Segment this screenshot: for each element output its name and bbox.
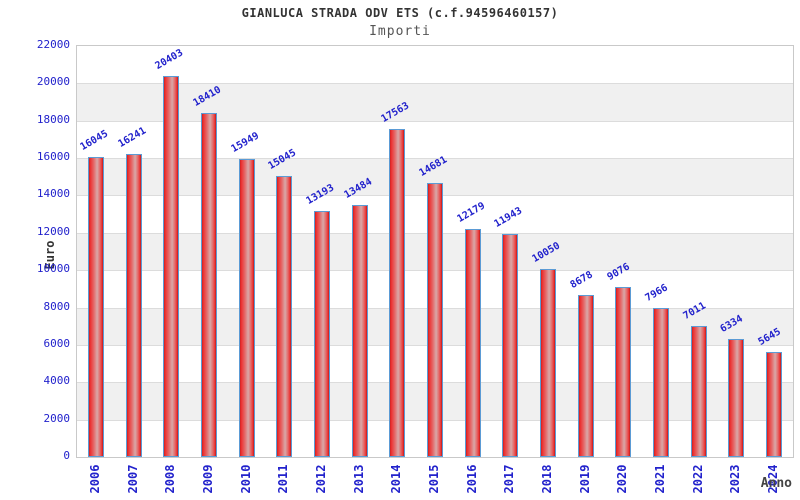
- bar-value-label: 16045: [78, 128, 110, 154]
- x-tick-label: 2007: [125, 464, 140, 494]
- chart-title: GIANLUCA STRADA ODV ETS (c.f.94596460157…: [241, 6, 559, 20]
- gridline: [77, 120, 793, 122]
- bar: [653, 308, 670, 457]
- x-tick-label: 2009: [200, 464, 215, 494]
- y-tick-label: 20000: [36, 75, 70, 89]
- chart-subtitle: Importi: [369, 24, 431, 39]
- y-tick-label: 0: [63, 449, 70, 462]
- bar-value-label: 16241: [116, 125, 148, 150]
- bar: [577, 294, 594, 457]
- bar: [766, 351, 783, 457]
- y-tick-label: 14000: [36, 187, 70, 201]
- x-tick-label: 2015: [427, 464, 441, 494]
- bar: [200, 113, 217, 457]
- grid-band: [77, 83, 793, 121]
- x-axis-title: Anno: [760, 476, 792, 491]
- x-tick-label: 2012: [313, 464, 328, 494]
- bar: [615, 287, 632, 457]
- bar-value-label: 15949: [229, 130, 261, 156]
- x-tick-label: 2013: [351, 464, 366, 494]
- bar: [464, 229, 481, 457]
- y-tick-label: 18000: [36, 112, 70, 126]
- y-tick-label: 22000: [36, 38, 70, 51]
- plot-area: 16045 16241 20403 18410 15949 15045 13193 13484…: [76, 45, 794, 458]
- y-tick-label: 4000: [43, 374, 71, 388]
- bar: [389, 128, 406, 457]
- x-tick-label: 2010: [238, 464, 253, 494]
- bar: [163, 75, 180, 457]
- y-tick-label: 8000: [43, 299, 71, 313]
- x-tick-label: 2011: [276, 464, 291, 494]
- bar-value-label: 8678: [568, 269, 595, 291]
- bar: [690, 326, 707, 457]
- bar-value-label: 7966: [643, 282, 670, 305]
- gridline: [77, 83, 793, 85]
- x-tick-label: 2016: [464, 464, 479, 494]
- x-tick-label: 2018: [540, 464, 555, 494]
- x-tick-label: 2019: [577, 464, 592, 494]
- bar: [427, 182, 443, 457]
- x-tick-label: 2022: [690, 464, 705, 494]
- bar: [502, 233, 519, 457]
- bar: [238, 159, 255, 457]
- x-tick-label: 2021: [653, 464, 668, 494]
- x-tick-label: 2008: [163, 464, 178, 494]
- gridline: [77, 158, 793, 160]
- x-tick-label: 2020: [615, 464, 630, 494]
- bar: [276, 175, 293, 457]
- bar-value-label: 11943: [492, 205, 525, 230]
- x-tick-label: 2014: [389, 464, 404, 494]
- y-tick-label: 2000: [43, 411, 71, 425]
- y-tick-label: 12000: [36, 224, 70, 238]
- bar-value-label: 20403: [153, 47, 186, 72]
- bar: [351, 205, 368, 457]
- y-tick-label: 10000: [36, 262, 70, 276]
- x-tick-label: 2006: [87, 464, 102, 494]
- bar-value-label: 12179: [455, 200, 487, 226]
- y-tick-label: 16000: [36, 150, 70, 164]
- bar: [540, 269, 557, 457]
- bar: [728, 338, 745, 457]
- y-tick-label: 6000: [43, 336, 71, 350]
- x-tick-label: 2023: [728, 464, 743, 494]
- bar: [87, 157, 104, 457]
- bar: [313, 210, 330, 457]
- x-tick-label: 2017: [502, 464, 517, 494]
- bar: [125, 153, 142, 457]
